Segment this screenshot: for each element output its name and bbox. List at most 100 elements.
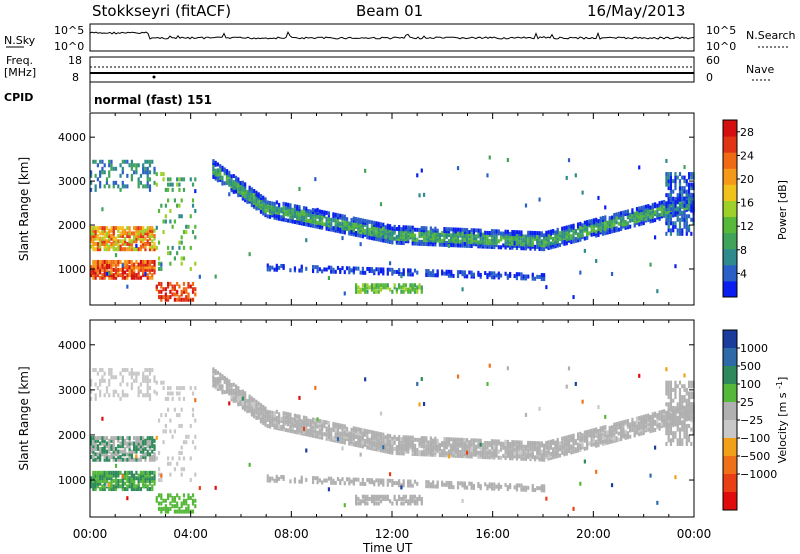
echo-cell <box>137 481 140 486</box>
echo-cell <box>486 273 489 278</box>
echo-cell <box>169 289 172 294</box>
echo-cell <box>262 404 265 409</box>
echo-cell <box>663 199 666 204</box>
echo-cell <box>128 163 131 168</box>
echo-cell <box>271 265 274 270</box>
echo-cell <box>142 436 145 441</box>
echo-cell <box>656 419 659 424</box>
echo-cell <box>96 386 99 391</box>
echo-cell <box>148 234 152 239</box>
echo-cell <box>404 443 408 448</box>
echo-cell <box>663 409 666 414</box>
echo-cell <box>92 236 95 241</box>
echo-cell <box>357 443 360 448</box>
echo-cell <box>667 434 670 439</box>
echo-cell <box>678 210 682 215</box>
echo-cell <box>429 436 432 441</box>
echo-cell <box>176 203 179 208</box>
echo-cell <box>658 424 661 429</box>
echo-cell <box>135 371 138 376</box>
echo-cell <box>465 440 469 445</box>
echo-cell <box>214 160 217 165</box>
echo-cell <box>515 440 519 445</box>
echo-cell <box>683 224 686 229</box>
echo-cell <box>137 444 140 449</box>
echo-cell <box>674 182 677 187</box>
echo-cell <box>665 193 668 198</box>
echo-cell <box>108 382 111 387</box>
echo-cell <box>123 247 127 252</box>
echo-cell <box>556 439 559 444</box>
echo-cell <box>411 499 414 504</box>
echo-cell <box>658 416 661 421</box>
echo-cell <box>669 231 673 236</box>
echo-cell <box>305 428 308 433</box>
echo-cell <box>110 478 113 483</box>
echo-cell <box>130 159 133 164</box>
echo-cell <box>289 420 292 425</box>
echo-cell <box>105 241 109 246</box>
echo-cell <box>139 487 143 492</box>
echo-cell <box>280 418 283 423</box>
echo-cell <box>171 434 174 439</box>
echo-cell <box>355 501 358 506</box>
echo-cell <box>674 413 677 418</box>
echo-cell <box>355 496 358 501</box>
echo-cell <box>633 433 636 438</box>
echo-cell <box>108 476 111 481</box>
echo-cell <box>296 414 299 419</box>
echo-cell <box>676 214 679 219</box>
echo-cell <box>139 262 143 267</box>
echo-cell <box>155 380 158 385</box>
echo-cell <box>615 226 618 231</box>
echo-cell <box>137 389 140 394</box>
echo-cell <box>234 189 238 194</box>
echo-cell <box>268 208 272 213</box>
echo-cell <box>633 219 636 224</box>
echo-cell <box>189 266 192 271</box>
echo-cell <box>151 159 154 164</box>
echo-cell <box>386 482 389 487</box>
echo-cell <box>169 461 172 466</box>
echo-cell <box>96 457 99 462</box>
echo-cell <box>167 177 170 182</box>
echo-cell <box>563 450 566 455</box>
echo-cell <box>110 470 113 475</box>
echo-cell <box>180 504 183 509</box>
echo-cell <box>649 262 652 267</box>
echo-cell <box>665 214 668 219</box>
echo-cell <box>395 287 398 292</box>
echo-cell <box>135 226 138 231</box>
echo-cell <box>271 410 274 415</box>
echo-cell <box>581 233 584 238</box>
echo-cell <box>499 245 503 250</box>
echo-cell <box>255 403 258 408</box>
echo-cell <box>506 239 509 244</box>
echo-cell <box>515 230 519 235</box>
echo-cell <box>248 396 251 401</box>
echo-cell <box>667 395 670 400</box>
echo-cell <box>167 391 170 396</box>
echo-cell <box>481 446 485 451</box>
echo-cell <box>599 216 602 221</box>
echo-cell <box>558 231 562 236</box>
echo-cell <box>348 435 351 440</box>
echo-cell <box>576 434 580 439</box>
echo-cell <box>110 163 113 168</box>
echo-cell <box>146 170 149 175</box>
echo-cell <box>225 387 229 392</box>
echo-cell <box>232 398 235 403</box>
echo-cell <box>676 423 679 428</box>
echo-cell <box>416 448 419 453</box>
echo-cell <box>377 285 380 290</box>
echo-cell <box>361 234 364 239</box>
echo-cell <box>90 444 93 449</box>
echo-cell <box>357 285 360 290</box>
echo-cell <box>586 429 589 434</box>
echo-cell <box>667 221 670 226</box>
echo-cell <box>586 442 589 447</box>
echo-cell <box>137 441 140 446</box>
echo-cell <box>509 454 512 459</box>
echo-cell <box>543 457 546 462</box>
echo-cell <box>674 221 677 226</box>
